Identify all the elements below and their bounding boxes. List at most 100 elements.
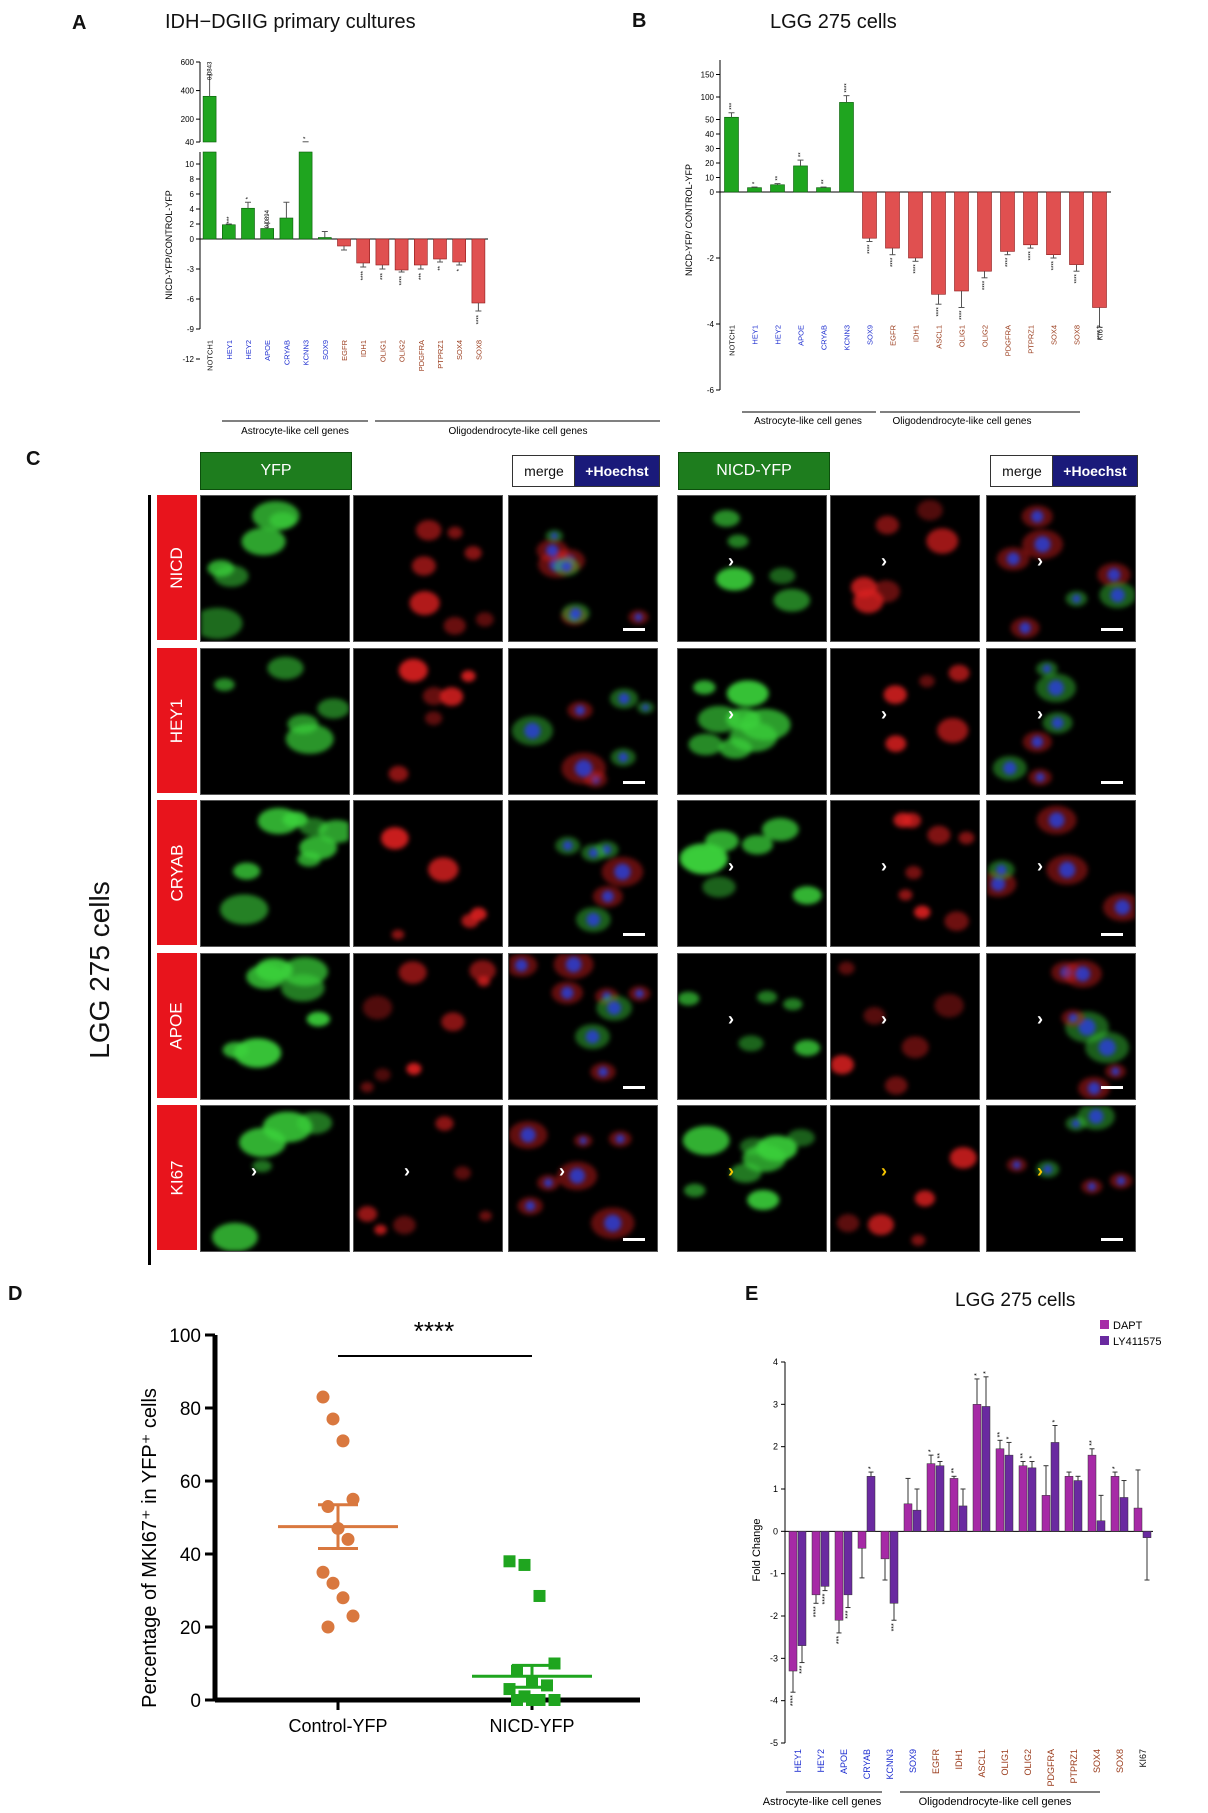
panel-e-significance: *** xyxy=(799,1665,806,1673)
panel-d-point xyxy=(316,1565,330,1579)
legend-swatch-dapt xyxy=(1100,1320,1109,1329)
row-label-ki67: KI67 xyxy=(157,1105,197,1250)
micrograph-nicd-yfp-red xyxy=(353,495,503,642)
panel-a-xtick-label: SOX8 xyxy=(474,340,483,360)
panel-e-bar xyxy=(1018,1465,1028,1532)
micrograph-nicd-nicd-yfp-merge: › xyxy=(986,495,1136,642)
panel-e-bar xyxy=(820,1531,830,1587)
panel-a-significance: *** xyxy=(380,272,386,280)
panel-e-xtick-label: KCNN3 xyxy=(885,1749,895,1780)
panel-b-xtick-label: SOX4 xyxy=(1050,325,1059,345)
panel-b-ylabel: NICD-YFP/ CONTROL-YFP xyxy=(684,164,694,276)
panel-d-point xyxy=(326,1412,340,1426)
panel-b-bar xyxy=(931,191,946,295)
panel-d-point xyxy=(316,1390,330,1404)
panel-b-significance: * xyxy=(753,181,759,184)
panel-b-xtick-label: ASCL1 xyxy=(935,325,944,349)
panel-d-point xyxy=(533,1589,546,1602)
panel-b-significance: **** xyxy=(1098,330,1104,340)
panel-b-significance: ** xyxy=(776,175,782,180)
micrograph-nicd-nicd-yfp-green: › xyxy=(677,495,827,642)
panel-a-significance: **** xyxy=(400,275,406,285)
scale-bar xyxy=(623,1086,645,1089)
panel-a-bar xyxy=(433,238,447,260)
panel-b-bar xyxy=(862,191,877,239)
panel-e-bar xyxy=(866,1476,876,1532)
panel-e-bar xyxy=(935,1465,945,1532)
panel-a-xtick-label: EGFR xyxy=(340,339,349,360)
panel-e-bar xyxy=(1119,1497,1129,1532)
micrograph-hey1-yfp-merge xyxy=(508,648,658,795)
scale-bar xyxy=(1101,781,1123,784)
panel-e-xtick-label: SOX8 xyxy=(1115,1749,1125,1773)
panel-e-bar xyxy=(1073,1480,1083,1532)
micrograph-apoe-yfp-green xyxy=(200,953,350,1100)
panel-d-point xyxy=(503,1555,516,1568)
panel-b-bar xyxy=(747,187,762,193)
panel-e-significance: *** xyxy=(891,1623,898,1631)
panel-e-significance: ** xyxy=(937,1453,944,1459)
panel-b-significance: **** xyxy=(891,257,897,267)
panel-a-ytick-label: -9 xyxy=(187,325,195,334)
panel-b-bar xyxy=(977,191,992,272)
arrowhead-icon: › xyxy=(728,856,734,876)
header-hoechst-left: +Hoechst xyxy=(574,455,660,487)
panel-e-significance: * xyxy=(1029,1455,1036,1458)
panel-e-significance: * xyxy=(1052,1420,1059,1423)
panel-a-xtick-label: OLIG2 xyxy=(398,340,407,362)
panel-a-significance: *** xyxy=(227,216,233,224)
panel-c-vertical-line xyxy=(148,495,151,1265)
panel-b-xtick-label: APOE xyxy=(797,325,806,346)
panel-e-significance: **** xyxy=(813,1606,820,1617)
panel-a-group-oligo: Oligodendrocyte-like cell genes xyxy=(449,426,588,437)
panel-b-ytick-label: 20 xyxy=(705,159,714,168)
panel-e-significance: ** xyxy=(1089,1440,1096,1446)
scale-bar xyxy=(1101,1086,1123,1089)
panel-e-bar xyxy=(843,1531,853,1596)
panel-a-bar xyxy=(356,238,370,264)
header-yfp: YFP xyxy=(200,452,352,490)
legend-swatch-ly411575 xyxy=(1100,1336,1109,1345)
panel-a-xtick-label: KCNN3 xyxy=(302,340,311,365)
panel-d-ytick-label: 60 xyxy=(180,1472,201,1493)
panel-d-point xyxy=(518,1558,531,1571)
panel-e-significance: * xyxy=(928,1449,935,1452)
panel-a-bar xyxy=(471,238,486,304)
panel-a-ytick-label: 40 xyxy=(185,138,194,147)
micrograph-cryab-yfp-red xyxy=(353,800,503,947)
panel-b-xtick-label: OLIG1 xyxy=(958,325,967,347)
panel-a-bar xyxy=(394,238,409,271)
arrowhead-icon: › xyxy=(728,704,734,724)
panel-b-bar xyxy=(908,191,923,259)
panel-e-title: LGG 275 cells xyxy=(955,1290,1076,1311)
panel-e-bar xyxy=(1027,1467,1037,1532)
micrograph-cryab-nicd-yfp-green: › xyxy=(677,800,827,947)
panel-e-bar xyxy=(903,1503,913,1532)
panel-b-xtick-label: IDH1 xyxy=(912,325,921,342)
panel-e-bar xyxy=(1050,1442,1060,1532)
panel-d-point xyxy=(336,1434,350,1448)
panel-e-chart: Fold Change -5-4-3-2-101234*******HEY1**… xyxy=(751,1320,1162,1808)
panel-e-bar xyxy=(1096,1520,1106,1532)
header-merge-left: merge xyxy=(512,455,576,487)
panel-e-ytick-label: 2 xyxy=(773,1442,778,1452)
panel-d-ytick-label: 0 xyxy=(190,1691,201,1712)
panel-b-group-oligo: Oligodendrocyte-like cell genes xyxy=(893,416,1032,427)
panel-a-bar xyxy=(414,238,428,266)
panel-a-ytick-label: 8 xyxy=(190,175,195,184)
panel-e-bar xyxy=(1041,1495,1051,1532)
panel-a-significance: * xyxy=(457,268,463,271)
header-nicd-yfp: NICD-YFP xyxy=(678,452,830,490)
panel-b-significance: **** xyxy=(1075,274,1081,284)
scale-bar xyxy=(623,628,645,631)
scale-bar xyxy=(1101,933,1123,936)
legend-label-ly411575: LY411575 xyxy=(1113,1336,1162,1348)
panel-letter-e: E xyxy=(745,1283,759,1305)
legend-label-dapt: DAPT xyxy=(1113,1320,1143,1332)
micrograph-hey1-yfp-green xyxy=(200,648,350,795)
micrograph-hey1-nicd-yfp-green: › xyxy=(677,648,827,795)
panel-b-significance: ** xyxy=(822,179,828,184)
micrograph-ki67-yfp-green: › xyxy=(200,1105,350,1252)
panel-b-ytick-label: -2 xyxy=(707,254,715,263)
panel-a-ytick-label: -3 xyxy=(187,265,195,274)
